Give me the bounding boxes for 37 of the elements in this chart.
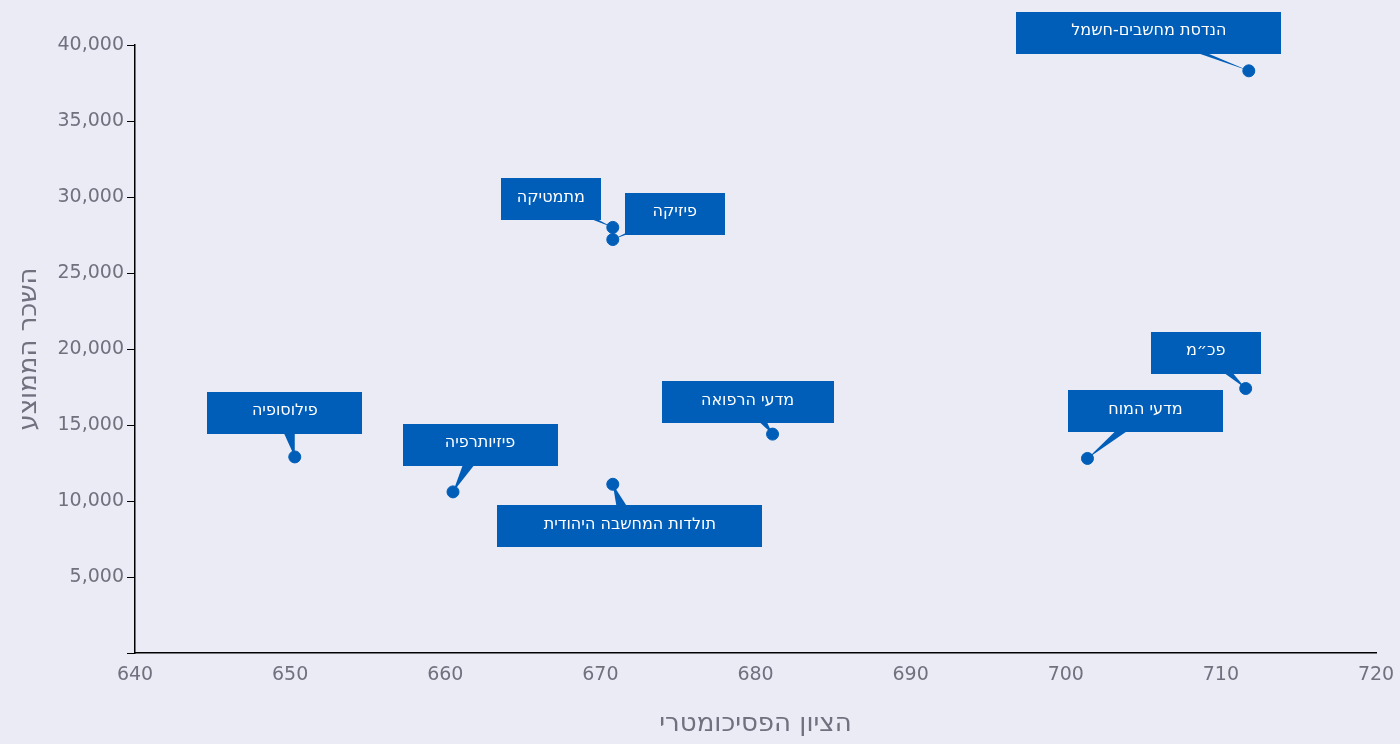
point [446,485,460,499]
y-tick-label: 40,000 [57,31,124,54]
annotation: מדעי הרפואה [661,381,834,424]
x-tick-label: 720 [1357,662,1395,685]
x-tick-label: 640 [116,662,154,685]
point [288,450,302,464]
y-tick-label: 35,000 [57,107,124,130]
y-tick-label: 15,000 [57,411,124,434]
y-tick-label: 30,000 [57,183,124,206]
x-tick-label: 710 [1202,662,1240,685]
x-tick-label: 690 [892,662,929,685]
y-tick-label: 20,000 [57,335,124,358]
annotation: פיזיותרפיה [402,423,558,466]
x-tick-label: 670 [582,662,619,685]
point [1239,382,1253,396]
x-axis-title: הציון הפסיכומטרי [659,707,852,738]
point [606,220,620,234]
point [1242,64,1256,78]
annotation: תולדות המחשבה היהודית [497,505,763,548]
point [606,477,620,491]
y-axis-title: השכר הממוצע [12,267,43,431]
x-tick-label: 660 [427,662,464,685]
point [606,233,620,247]
x-tick-label: 650 [271,662,309,685]
x-tick-label: 680 [737,662,774,685]
annotation: מתמטיקה [500,178,601,221]
annotation: פיזיקה [624,192,725,235]
y-tick-label: 5,000 [69,563,124,586]
point [766,427,780,441]
annotation: הנדסת מחשבים-חשמל [1016,11,1282,54]
point [1080,451,1094,465]
annotation: פילוסופיה [207,391,363,434]
y-tick-label: 10,000 [57,487,124,510]
annotation: מדעי המוח [1067,390,1223,433]
y-tick-label: 25,000 [57,259,124,282]
x-tick-label: 700 [1047,662,1084,685]
annotation: פכ״מ [1150,331,1261,374]
